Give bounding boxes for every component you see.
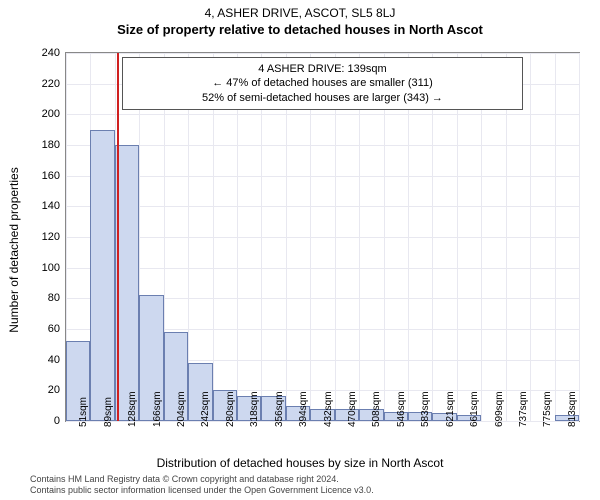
- x-tick-label: 508sqm: [371, 391, 382, 427]
- x-tick-label: 356sqm: [274, 391, 285, 427]
- gridline-h: [66, 176, 579, 177]
- super-title: 4, ASHER DRIVE, ASCOT, SL5 8LJ: [0, 0, 600, 20]
- gridline-v: [579, 53, 580, 421]
- x-tick-label: 699sqm: [494, 391, 505, 427]
- y-tick-label: 60: [48, 323, 66, 335]
- x-tick-label: 204sqm: [176, 391, 187, 427]
- chart-container: 4, ASHER DRIVE, ASCOT, SL5 8LJ Size of p…: [0, 0, 600, 500]
- y-tick-label: 0: [54, 415, 66, 427]
- x-tick-label: 813sqm: [567, 391, 578, 427]
- x-tick-label: 51sqm: [78, 397, 89, 427]
- gridline-h: [66, 114, 579, 115]
- x-tick-label: 432sqm: [323, 391, 334, 427]
- gridline-h: [66, 268, 579, 269]
- x-tick-label: 661sqm: [469, 391, 480, 427]
- y-tick-label: 160: [42, 170, 66, 182]
- histogram-bar: [90, 130, 114, 421]
- gridline-h: [66, 145, 579, 146]
- attribution-line-1: Contains HM Land Registry data © Crown c…: [30, 474, 374, 485]
- gridline-v: [530, 53, 531, 421]
- x-tick-label: 394sqm: [298, 391, 309, 427]
- attribution-line-2: Contains public sector information licen…: [30, 485, 374, 496]
- y-tick-label: 200: [42, 108, 66, 120]
- gridline-v: [555, 53, 556, 421]
- y-tick-label: 220: [42, 78, 66, 90]
- y-tick-label: 240: [42, 47, 66, 59]
- attribution-text: Contains HM Land Registry data © Crown c…: [30, 474, 374, 496]
- y-tick-label: 120: [42, 231, 66, 243]
- y-tick-label: 20: [48, 384, 66, 396]
- x-tick-label: 621sqm: [445, 391, 456, 427]
- gridline-h: [66, 53, 579, 54]
- x-tick-label: 583sqm: [420, 391, 431, 427]
- x-tick-label: 737sqm: [518, 391, 529, 427]
- x-tick-label: 318sqm: [249, 391, 260, 427]
- y-tick-label: 180: [42, 139, 66, 151]
- y-tick-label: 40: [48, 354, 66, 366]
- x-tick-label: 280sqm: [225, 391, 236, 427]
- chart-title: Size of property relative to detached ho…: [0, 20, 600, 37]
- x-tick-label: 128sqm: [127, 391, 138, 427]
- x-tick-label: 775sqm: [542, 391, 553, 427]
- x-tick-label: 242sqm: [200, 391, 211, 427]
- y-tick-label: 80: [48, 292, 66, 304]
- info-line-3: 52% of semi-detached houses are larger (…: [131, 91, 514, 105]
- x-tick-label: 166sqm: [152, 391, 163, 427]
- info-line-2: ← 47% of detached houses are smaller (31…: [131, 76, 514, 90]
- x-tick-label: 546sqm: [396, 391, 407, 427]
- y-tick-label: 140: [42, 200, 66, 212]
- x-tick-label: 470sqm: [347, 391, 358, 427]
- x-axis-label: Distribution of detached houses by size …: [0, 456, 600, 470]
- x-tick-label: 89sqm: [103, 397, 114, 427]
- info-callout: 4 ASHER DRIVE: 139sqm ← 47% of detached …: [122, 57, 523, 110]
- info-line-1: 4 ASHER DRIVE: 139sqm: [131, 62, 514, 76]
- gridline-h: [66, 206, 579, 207]
- plot-area: 02040608010012014016018020022024051sqm89…: [65, 52, 580, 422]
- property-marker-line: [117, 53, 119, 421]
- y-axis-label: Number of detached properties: [7, 167, 21, 332]
- gridline-h: [66, 237, 579, 238]
- y-tick-label: 100: [42, 262, 66, 274]
